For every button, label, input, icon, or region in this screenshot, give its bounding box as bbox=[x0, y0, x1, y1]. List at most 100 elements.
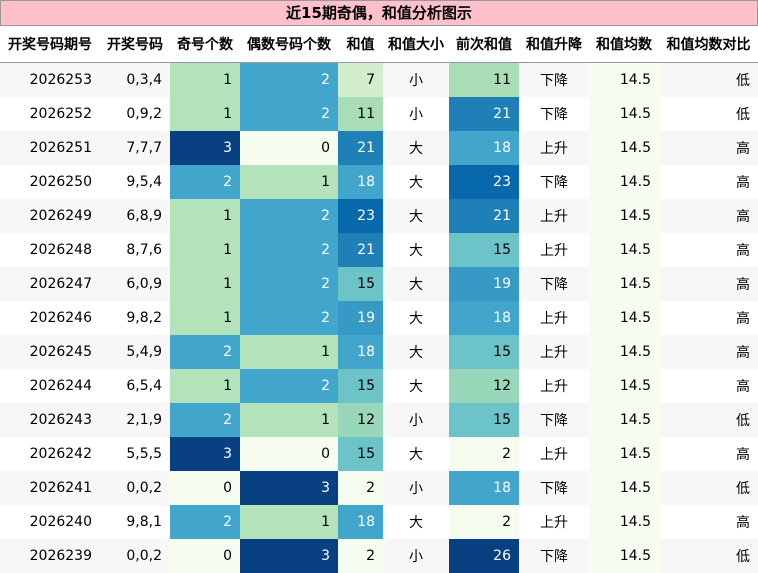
sum-size-cell: 小 bbox=[409, 107, 423, 123]
table-row: 2026245 5,4,9 2 1 18 大 15 上升 14.5 高 bbox=[0, 335, 758, 369]
prev-sum-cell: 11 bbox=[449, 62, 519, 97]
sum-cell: 15 bbox=[338, 437, 383, 471]
draw-no-cell: 2026248 bbox=[29, 242, 92, 258]
sum-size-cell: 大 bbox=[409, 243, 423, 259]
odd-count-cell: 1 bbox=[170, 369, 240, 403]
sum-mean-cell: 14.5 bbox=[589, 539, 659, 573]
col-mean-compare-header: 和值均数对比 bbox=[659, 26, 758, 63]
mean-compare-cell: 高 bbox=[736, 379, 750, 395]
sum-mean-cell: 14.5 bbox=[589, 233, 659, 267]
prev-sum-cell: 26 bbox=[449, 539, 519, 573]
sum-size-cell: 小 bbox=[383, 62, 449, 97]
draw-no-cell: 2026244 bbox=[29, 378, 92, 394]
odd-count-cell: 2 bbox=[170, 403, 240, 437]
numbers-cell: 9,8,2 bbox=[126, 310, 162, 326]
sum-cell: 12 bbox=[338, 403, 383, 437]
sum-size-cell: 大 bbox=[383, 267, 449, 301]
sum-size-cell: 小 bbox=[383, 471, 449, 505]
draw-no-cell: 2026250 bbox=[29, 174, 92, 190]
draw-no-cell: 2026252 bbox=[29, 106, 92, 122]
sum-size-cell: 小 bbox=[383, 403, 449, 437]
odd-count-cell: 3 bbox=[170, 131, 240, 165]
odd-count-cell: 1 bbox=[170, 267, 240, 301]
sum-cell: 23 bbox=[338, 199, 383, 233]
prev-sum-cell: 15 bbox=[449, 233, 519, 267]
mean-compare-cell: 低 bbox=[659, 471, 758, 505]
prev-sum-cell: 19 bbox=[449, 267, 519, 301]
sum-size-cell: 小 bbox=[383, 539, 449, 573]
odd-count-cell: 1 bbox=[170, 301, 240, 335]
numbers-cell: 6,8,9 bbox=[100, 199, 170, 233]
table-row: 2026251 7,7,7 3 0 21 大 18 上升 14.5 高 bbox=[0, 131, 758, 165]
mean-compare-cell: 高 bbox=[659, 131, 758, 165]
sum-cell: 18 bbox=[338, 335, 383, 369]
table-row: 2026248 8,7,6 1 2 21 大 15 上升 14.5 高 bbox=[0, 233, 758, 267]
sum-cell: 2 bbox=[338, 539, 383, 573]
numbers-cell: 9,8,1 bbox=[126, 514, 162, 530]
sum-cell: 21 bbox=[338, 233, 383, 267]
sum-cell: 7 bbox=[338, 62, 383, 97]
sum-mean-cell: 14.5 bbox=[589, 471, 659, 505]
even-count-cell: 2 bbox=[240, 97, 338, 131]
sum-mean-cell: 14.5 bbox=[589, 301, 659, 335]
sum-trend-cell: 上升 bbox=[540, 243, 568, 259]
mean-compare-cell: 低 bbox=[659, 403, 758, 437]
draw-no-cell: 2026247 bbox=[0, 267, 100, 301]
table-row: 2026246 9,8,2 1 2 19 大 18 上升 14.5 高 bbox=[0, 301, 758, 335]
mean-compare-cell: 高 bbox=[736, 447, 750, 463]
even-count-cell: 2 bbox=[240, 369, 338, 403]
draw-no-cell: 2026241 bbox=[0, 471, 100, 505]
header-row: 开奖号码期号 开奖号码 奇号个数 偶数号码个数 和值 和值大小 前次和值 和值升降 和值均数 和值… bbox=[0, 26, 758, 63]
sum-trend-cell: 下降 bbox=[519, 471, 589, 505]
sum-mean-cell: 14.5 bbox=[589, 505, 659, 539]
even-count-cell: 2 bbox=[240, 62, 338, 97]
even-count-cell: 2 bbox=[240, 267, 338, 301]
sum-size-cell: 大 bbox=[383, 335, 449, 369]
draw-no-cell: 2026251 bbox=[0, 131, 100, 165]
mean-compare-cell: 低 bbox=[659, 62, 758, 97]
numbers-cell: 0,3,4 bbox=[100, 62, 170, 97]
prev-sum-cell: 18 bbox=[449, 131, 519, 165]
sum-cell: 18 bbox=[338, 165, 383, 199]
col-prev-sum-header: 前次和值 bbox=[449, 26, 519, 63]
odd-count-cell: 1 bbox=[170, 97, 240, 131]
sum-mean-cell: 14.5 bbox=[589, 97, 659, 131]
chart-title: 近15期奇偶，和值分析图示 bbox=[0, 0, 758, 26]
col-sum-mean-header: 和值均数 bbox=[589, 26, 659, 63]
table-row: 2026250 9,5,4 2 1 18 大 23 下降 14.5 高 bbox=[0, 165, 758, 199]
mean-compare-cell: 高 bbox=[659, 267, 758, 301]
table-row: 2026247 6,0,9 1 2 15 大 19 下降 14.5 高 bbox=[0, 267, 758, 301]
table-body: 2026253 0,3,4 1 2 7 小 11 下降 14.5 低 2026252 0,9,2 1 2 1… bbox=[0, 62, 758, 573]
mean-compare-cell: 高 bbox=[736, 515, 750, 531]
numbers-cell: 5,5,5 bbox=[126, 446, 162, 462]
sum-cell: 2 bbox=[338, 471, 383, 505]
numbers-cell: 6,5,4 bbox=[126, 378, 162, 394]
sum-trend-cell: 下降 bbox=[519, 267, 589, 301]
even-count-cell: 0 bbox=[240, 437, 338, 471]
table-row: 2026243 2,1,9 2 1 12 小 15 下降 14.5 低 bbox=[0, 403, 758, 437]
prev-sum-cell: 21 bbox=[449, 199, 519, 233]
sum-trend-cell: 上升 bbox=[519, 335, 589, 369]
even-count-cell: 0 bbox=[240, 131, 338, 165]
even-count-cell: 1 bbox=[240, 335, 338, 369]
odd-count-cell: 3 bbox=[170, 437, 240, 471]
sum-cell: 15 bbox=[338, 267, 383, 301]
sum-mean-cell: 14.5 bbox=[589, 131, 659, 165]
sum-size-cell: 大 bbox=[383, 131, 449, 165]
even-count-cell: 2 bbox=[240, 233, 338, 267]
odd-count-cell: 0 bbox=[170, 539, 240, 573]
table-row: 2026253 0,3,4 1 2 7 小 11 下降 14.5 低 bbox=[0, 62, 758, 97]
odd-count-cell: 1 bbox=[170, 62, 240, 97]
sum-trend-cell: 上升 bbox=[540, 515, 568, 531]
prev-sum-cell: 15 bbox=[449, 403, 519, 437]
numbers-cell: 0,0,2 bbox=[100, 539, 170, 573]
even-count-cell: 3 bbox=[240, 471, 338, 505]
sum-cell: 21 bbox=[338, 131, 383, 165]
sum-size-cell: 大 bbox=[409, 447, 423, 463]
col-draw-no-header: 开奖号码期号 bbox=[0, 26, 100, 63]
mean-compare-cell: 低 bbox=[659, 539, 758, 573]
sum-trend-cell: 上升 bbox=[519, 199, 589, 233]
draw-no-cell: 2026246 bbox=[29, 310, 92, 326]
sum-size-cell: 大 bbox=[409, 175, 423, 191]
draw-no-cell: 2026240 bbox=[29, 514, 92, 530]
